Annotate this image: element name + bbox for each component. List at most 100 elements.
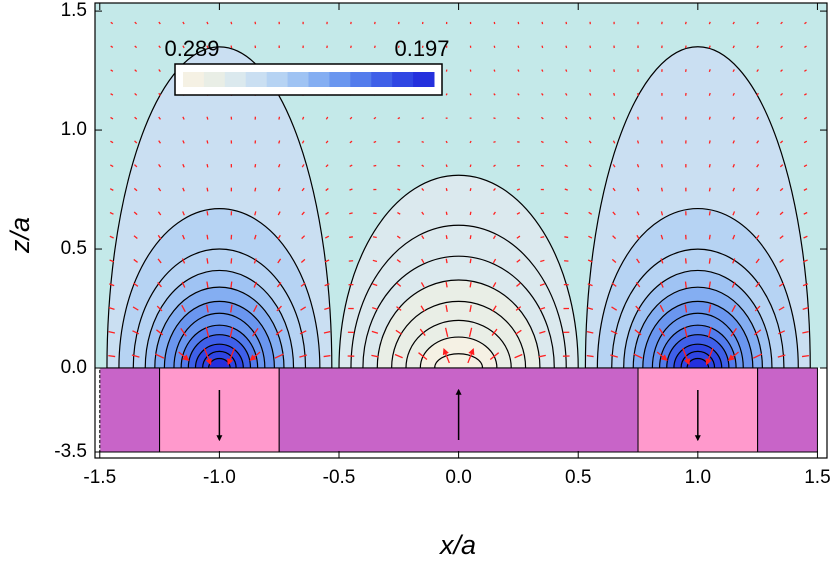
x-tick-label: -1.0 xyxy=(203,467,236,488)
colorbar-swatch xyxy=(350,72,371,87)
field-vector xyxy=(279,141,280,144)
field-vector xyxy=(686,22,687,24)
plot-area: 0.289 0.197 xyxy=(95,3,827,458)
field-vector xyxy=(614,93,615,96)
field-vector xyxy=(422,118,424,119)
field-vector xyxy=(470,188,471,191)
field-vector xyxy=(446,235,447,239)
field-vector xyxy=(446,282,447,287)
field-vector xyxy=(709,140,710,143)
colorbar-swatch xyxy=(267,72,288,87)
colorbar-swatch xyxy=(413,72,434,87)
field-vector xyxy=(207,258,208,263)
field-vector xyxy=(709,93,710,96)
y-tick-label: 0.0 xyxy=(61,357,87,378)
x-tick-label: 1.5 xyxy=(804,467,830,488)
field-vector xyxy=(470,165,471,167)
field-vector xyxy=(540,237,544,238)
colorbar-swatch xyxy=(204,72,225,87)
x-tick-label: 1.0 xyxy=(685,467,711,488)
field-vector xyxy=(686,46,687,48)
field-vector xyxy=(709,211,710,215)
colorbar-swatch xyxy=(392,72,413,87)
y-tick-label: 1.5 xyxy=(61,0,87,21)
field-vector xyxy=(709,258,710,263)
field-vector xyxy=(255,164,256,167)
field-vector xyxy=(709,235,710,240)
field-vector xyxy=(446,93,447,95)
colorbar-label: 0.289 xyxy=(164,36,219,61)
field-vector xyxy=(255,188,256,192)
field-vector xyxy=(349,213,352,214)
field-vector xyxy=(564,237,568,238)
field-vector xyxy=(446,212,447,215)
field-vector xyxy=(231,258,232,263)
field-vector xyxy=(374,165,377,166)
field-vector xyxy=(709,188,710,192)
colorbar-swatch xyxy=(329,72,350,87)
field-vector xyxy=(493,118,495,119)
field-vector xyxy=(446,165,447,167)
field-vector xyxy=(566,46,567,48)
field-vector xyxy=(470,141,471,143)
field-vector xyxy=(375,46,376,48)
field-vector xyxy=(349,237,353,238)
colorbar-swatch xyxy=(309,72,330,87)
field-vector xyxy=(231,46,232,48)
magnet-domain xyxy=(758,368,818,452)
y-tick-label: 1.0 xyxy=(61,119,87,140)
field-vector xyxy=(470,259,471,263)
field-vector xyxy=(662,164,663,167)
x-tick-label: 0.0 xyxy=(445,467,471,488)
field-vector xyxy=(446,141,447,143)
field-vector xyxy=(518,46,519,48)
field-vector xyxy=(470,93,471,95)
field-vector xyxy=(709,22,710,24)
field-vector xyxy=(470,212,471,215)
colorbar-swatch xyxy=(371,72,392,87)
x-tick-label: 0.5 xyxy=(565,467,591,488)
field-vector xyxy=(351,46,352,48)
colorbar-swatch xyxy=(246,72,267,87)
colorbar-swatch xyxy=(288,72,309,87)
field-vector xyxy=(446,188,447,191)
field-vector xyxy=(709,164,710,167)
field-vector xyxy=(231,22,232,24)
field-vector xyxy=(685,282,686,288)
colorbar-swatch xyxy=(183,72,204,87)
colorbar-label: 0.197 xyxy=(394,36,449,61)
field-vector xyxy=(422,142,424,143)
field-vector xyxy=(686,258,687,263)
field-vector xyxy=(802,356,809,357)
field-vector xyxy=(638,141,639,144)
y-axis-label: z/a xyxy=(5,217,35,254)
field-vector xyxy=(207,188,208,192)
y-tick-label: 0.5 xyxy=(61,238,87,259)
field-vector xyxy=(566,69,567,71)
field-vector xyxy=(587,356,594,357)
x-tick-label: -1.5 xyxy=(83,467,116,488)
field-vector xyxy=(686,69,687,72)
field-vector xyxy=(638,117,639,120)
field-vector xyxy=(542,46,543,48)
y-tick-label: -3.5 xyxy=(54,441,87,462)
field-vector xyxy=(494,46,495,48)
field-vector xyxy=(108,356,115,357)
field-vector xyxy=(662,188,663,192)
field-vector xyxy=(493,142,495,143)
field-vector xyxy=(207,235,208,240)
magnet-domain xyxy=(100,368,160,452)
field-vector xyxy=(373,237,377,238)
field-vector xyxy=(709,46,710,48)
field-vector xyxy=(470,282,471,287)
x-tick-label: -0.5 xyxy=(323,467,356,488)
field-vector xyxy=(207,22,208,24)
field-vector xyxy=(324,356,331,357)
field-vector xyxy=(207,117,208,120)
colorbar-swatch xyxy=(225,72,246,87)
field-vector xyxy=(470,235,471,239)
field-vector xyxy=(231,282,232,288)
field-vector xyxy=(279,117,280,120)
field-vector xyxy=(565,213,568,214)
